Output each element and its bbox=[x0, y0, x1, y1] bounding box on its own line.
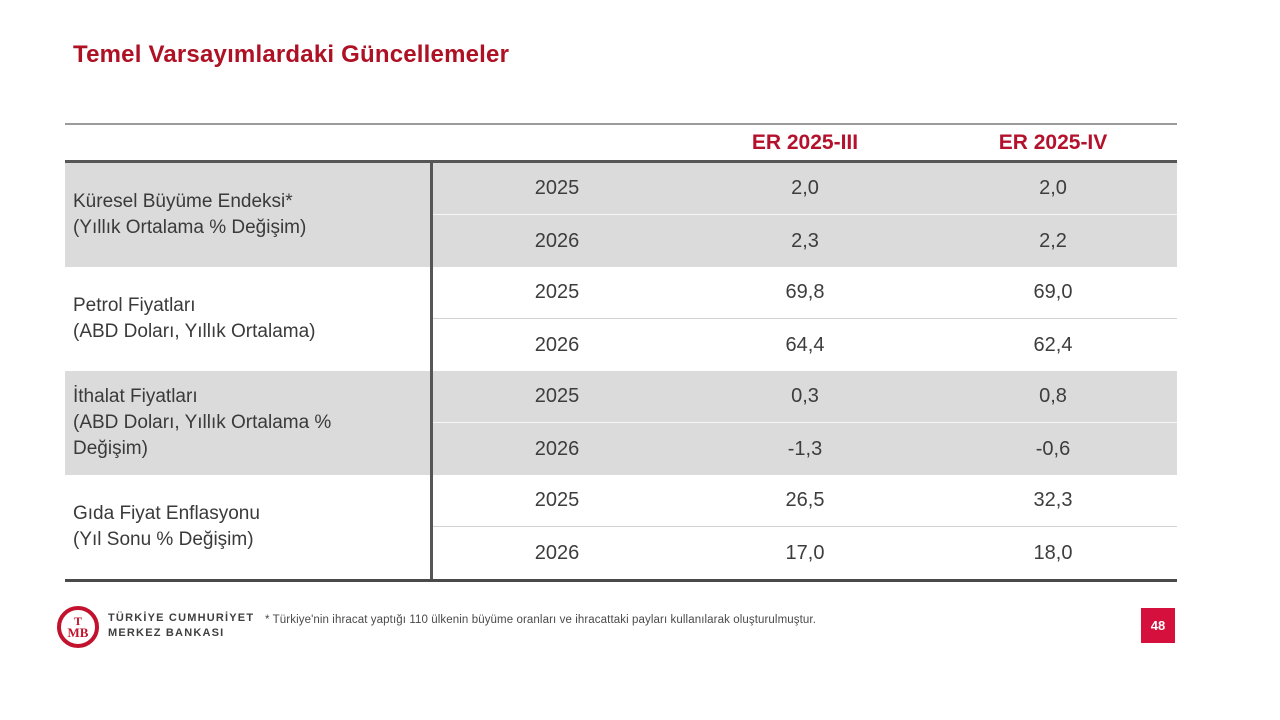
er4-value-cell: 32,3 bbox=[1033, 489, 1073, 511]
table-header-row: ER 2025-III ER 2025-IV bbox=[65, 123, 1177, 163]
group-label-line: (ABD Doları, Yıllık Ortalama) bbox=[73, 321, 316, 342]
table-row: 2025 69,8 69,0 bbox=[433, 267, 1177, 319]
year-cell: 2025 bbox=[534, 385, 580, 407]
footnote: * Türkiye'nin ihracat yaptığı 110 ülkeni… bbox=[265, 614, 816, 626]
table-group-oil-prices: Petrol Fiyatları (ABD Doları, Yıllık Ort… bbox=[65, 267, 1177, 371]
assumptions-table: ER 2025-III ER 2025-IV Küresel Büyüme En… bbox=[65, 123, 1177, 582]
group-values: 2025 2,0 2,0 2026 2,3 2,2 bbox=[433, 163, 1177, 267]
table-group-import-prices: İthalat Fiyatları (ABD Doları, Yıllık Or… bbox=[65, 371, 1177, 475]
group-label-line: Petrol Fiyatları bbox=[73, 295, 196, 316]
year-cell: 2026 bbox=[534, 333, 580, 356]
group-label: Küresel Büyüme Endeksi* (Yıllık Ortalama… bbox=[65, 163, 433, 267]
bank-name: TÜRKİYE CUMHURİYET MERKEZ BANKASI bbox=[108, 611, 254, 641]
er3-value-cell: 64,4 bbox=[785, 333, 825, 356]
bank-name-line2: MERKEZ BANKASI bbox=[108, 627, 225, 639]
table-row: 2026 -1,3 -0,6 bbox=[433, 423, 1177, 475]
er3-value-cell: 2,3 bbox=[791, 229, 819, 252]
table-row: 2026 64,4 62,4 bbox=[433, 319, 1177, 371]
group-label-line: Küresel Büyüme Endeksi* bbox=[73, 191, 293, 212]
er4-value-cell: 62,4 bbox=[1033, 333, 1073, 356]
group-label-line: (Yıllık Ortalama % Değişim) bbox=[73, 217, 307, 238]
group-label: Gıda Fiyat Enflasyonu (Yıl Sonu % Değişi… bbox=[65, 475, 433, 579]
table-row: 2025 2,0 2,0 bbox=[433, 163, 1177, 215]
year-cell: 2026 bbox=[534, 541, 580, 564]
group-values: 2025 0,3 0,8 2026 -1,3 -0,6 bbox=[433, 371, 1177, 475]
er4-value-cell: 69,0 bbox=[1033, 281, 1073, 303]
group-label-line: Değişim) bbox=[73, 438, 148, 459]
group-label-line: (Yıl Sonu % Değişim) bbox=[73, 529, 254, 550]
year-cell: 2026 bbox=[534, 229, 580, 252]
er3-value-cell: 0,3 bbox=[791, 385, 819, 407]
group-values: 2025 26,5 32,3 2026 17,0 18,0 bbox=[433, 475, 1177, 579]
header-er-2025-iv: ER 2025-IV bbox=[998, 130, 1108, 154]
group-label: İthalat Fiyatları (ABD Doları, Yıllık Or… bbox=[65, 371, 433, 475]
group-label-line: (ABD Doları, Yıllık Ortalama % bbox=[73, 412, 332, 433]
group-label: Petrol Fiyatları (ABD Doları, Yıllık Ort… bbox=[65, 267, 433, 371]
er3-value-cell: 2,0 bbox=[791, 177, 819, 199]
group-label-line: İthalat Fiyatları bbox=[73, 386, 198, 407]
table-row: 2026 2,3 2,2 bbox=[433, 215, 1177, 267]
logo-monogram-top: T bbox=[73, 614, 82, 628]
table-group-food-inflation: Gıda Fiyat Enflasyonu (Yıl Sonu % Değişi… bbox=[65, 475, 1177, 579]
group-label-line: Gıda Fiyat Enflasyonu bbox=[73, 503, 260, 524]
slide-footer: T MB TÜRKİYE CUMHURİYET MERKEZ BANKASI *… bbox=[0, 598, 1280, 658]
year-cell: 2025 bbox=[534, 281, 580, 303]
tcmb-logo-icon: T MB bbox=[57, 606, 99, 648]
er4-value-cell: 2,0 bbox=[1039, 177, 1067, 199]
logo-monogram-bottom: MB bbox=[67, 625, 89, 640]
year-cell: 2025 bbox=[534, 177, 580, 199]
er4-value-cell: 18,0 bbox=[1033, 541, 1073, 564]
table-row: 2025 0,3 0,8 bbox=[433, 371, 1177, 423]
bank-name-line1: TÜRKİYE CUMHURİYET bbox=[108, 612, 255, 624]
er4-value-cell: -0,6 bbox=[1035, 437, 1071, 460]
table-group-global-growth: Küresel Büyüme Endeksi* (Yıllık Ortalama… bbox=[65, 163, 1177, 267]
year-cell: 2026 bbox=[534, 437, 580, 460]
header-er-2025-iii: ER 2025-III bbox=[751, 130, 859, 154]
er3-value-cell: -1,3 bbox=[787, 437, 823, 460]
er3-value-cell: 17,0 bbox=[785, 541, 825, 564]
er3-value-cell: 69,8 bbox=[785, 281, 825, 303]
table-row: 2026 17,0 18,0 bbox=[433, 527, 1177, 579]
er3-value-cell: 26,5 bbox=[785, 489, 825, 511]
er4-value-cell: 0,8 bbox=[1039, 385, 1067, 407]
group-values: 2025 69,8 69,0 2026 64,4 62,4 bbox=[433, 267, 1177, 371]
page-number-badge: 48 bbox=[1141, 608, 1175, 643]
year-cell: 2025 bbox=[534, 489, 580, 511]
table-body: Küresel Büyüme Endeksi* (Yıllık Ortalama… bbox=[65, 163, 1177, 582]
table-row: 2025 26,5 32,3 bbox=[433, 475, 1177, 527]
page-title: Temel Varsayımlardaki Güncellemeler bbox=[73, 41, 510, 68]
er4-value-cell: 2,2 bbox=[1039, 229, 1067, 252]
